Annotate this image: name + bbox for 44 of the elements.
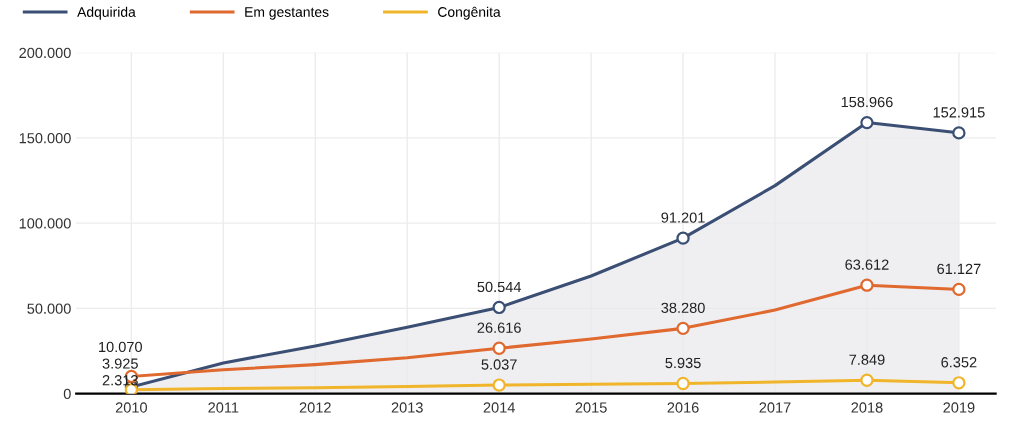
point <box>676 376 690 391</box>
x-tick-label: 2011 <box>208 402 239 413</box>
point <box>492 300 506 315</box>
data-label: 91.201 <box>661 212 705 223</box>
data-label: 10.070 <box>99 341 142 353</box>
point <box>952 376 966 390</box>
point <box>952 126 966 140</box>
x-tick-label: 2019 <box>943 402 975 413</box>
point <box>860 373 874 387</box>
x-tick-label: 2012 <box>299 402 331 413</box>
legend-label: Adquirida <box>77 6 136 20</box>
data-label: 38.280 <box>661 302 705 313</box>
data-label: 7.849 <box>849 354 885 365</box>
point <box>676 321 690 336</box>
data-label: 5.935 <box>665 357 701 369</box>
y-tick-label: 100.000 <box>19 218 71 229</box>
x-tick-label: 2015 <box>575 402 607 413</box>
x-tick-label: 2010 <box>115 402 148 413</box>
x-tick-label: 2018 <box>851 402 883 413</box>
x-tick-label: 2013 <box>391 402 423 413</box>
point <box>860 278 874 292</box>
point <box>860 115 874 130</box>
point <box>492 378 506 392</box>
y-tick-label: 0 <box>63 388 71 400</box>
point <box>952 282 966 297</box>
x-tick-label: 2017 <box>759 402 791 413</box>
data-label: 152.915 <box>933 107 985 118</box>
y-tick-label: 200.000 <box>19 47 71 59</box>
x-tick-label: 2014 <box>483 402 515 413</box>
data-label: 6.352 <box>941 357 977 368</box>
y-tick-label: 150.000 <box>19 132 71 144</box>
legend-label: Em gestantes <box>245 7 329 20</box>
data-label: 5.037 <box>481 359 517 370</box>
point <box>676 231 690 245</box>
point <box>492 341 506 355</box>
data-label: 50.544 <box>477 281 522 293</box>
data-label: 61.127 <box>937 263 981 275</box>
data-label: 63.612 <box>845 259 889 270</box>
x-tick-label: 2016 <box>667 402 699 413</box>
data-label: 3.925 <box>102 358 138 369</box>
data-label: 158.966 <box>841 96 893 108</box>
y-tick-label: 50.000 <box>27 303 71 314</box>
data-label: 26.616 <box>477 322 521 333</box>
legend-label: Congênita <box>438 6 501 20</box>
